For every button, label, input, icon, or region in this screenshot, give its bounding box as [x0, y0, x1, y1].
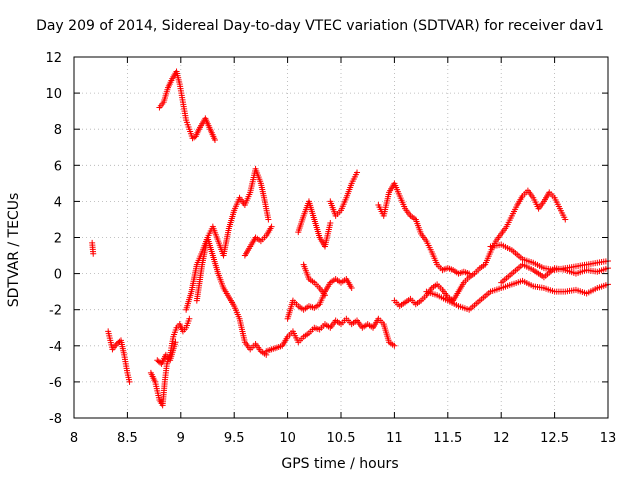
x-tick-label: 8 — [70, 431, 78, 446]
data-points — [89, 68, 611, 409]
data-point — [172, 339, 179, 346]
x-tick-label: 8.5 — [117, 431, 138, 446]
data-point — [391, 342, 398, 349]
data-point — [321, 292, 328, 299]
data-point — [186, 315, 193, 322]
data-point — [562, 216, 569, 223]
x-tick-label: 13 — [600, 431, 617, 446]
y-tick-label: 10 — [45, 87, 62, 102]
data-point — [90, 250, 97, 257]
y-tick-label: 8 — [54, 123, 62, 138]
ticks: 8 8.5 9 9.5 10 10.5 11 11.5 12 12.5 13 -8 -6 -4 -2 0 2 4 6… — [45, 51, 616, 446]
grid — [74, 57, 608, 418]
plot-frame — [73, 56, 609, 419]
data-point — [268, 223, 275, 230]
x-tick-label: 12.5 — [540, 431, 569, 446]
chart-title: Day 209 of 2014, Sidereal Day-to-day VTE… — [36, 18, 604, 34]
y-tick-label: 6 — [54, 159, 62, 174]
y-tick-label: -8 — [49, 412, 62, 427]
y-tick-label: -2 — [49, 304, 62, 319]
x-tick-label: 11 — [386, 431, 403, 446]
y-axis-label-wrap: SDTVAR / TECUs — [4, 165, 24, 335]
y-tick-label: 4 — [54, 195, 62, 210]
data-point — [126, 378, 133, 385]
x-tick-label: 11.5 — [433, 431, 462, 446]
x-tick-label: 9.5 — [224, 431, 245, 446]
y-tick-label: 2 — [54, 232, 62, 247]
y-tick-label: -4 — [49, 340, 62, 355]
data-point — [354, 169, 361, 176]
y-axis-label: SDTVAR / TECUs — [6, 192, 22, 308]
x-axis-label: GPS time / hours — [281, 456, 399, 472]
data-point — [348, 285, 355, 292]
data-point — [265, 216, 272, 223]
data-point — [327, 220, 334, 227]
x-tick-label: 10.5 — [327, 431, 356, 446]
x-tick-label: 9 — [177, 431, 185, 446]
data-point — [211, 137, 218, 144]
x-tick-label: 10 — [279, 431, 296, 446]
y-tick-label: -6 — [49, 376, 62, 391]
y-tick-label: 0 — [54, 268, 62, 283]
y-tick-label: 12 — [45, 51, 62, 66]
x-tick-label: 12 — [493, 431, 510, 446]
